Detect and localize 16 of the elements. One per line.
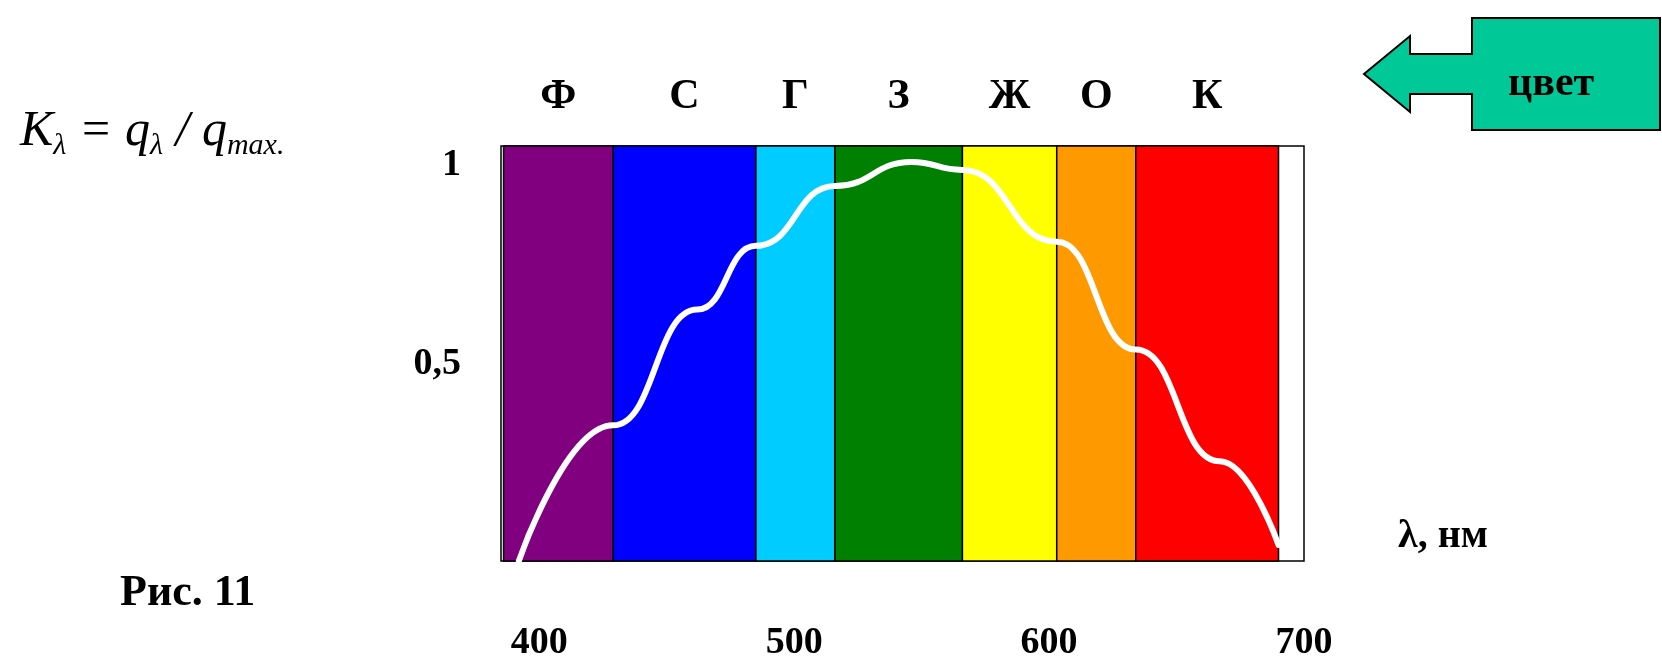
x-axis-title: λ, нм <box>1398 510 1488 556</box>
text: Рис. 11 <box>120 565 256 615</box>
y-tick-label: 0,5 <box>413 340 461 383</box>
x-tick-label: 700 <box>1275 619 1333 661</box>
band-label: С <box>669 71 700 118</box>
x-tick-label: 600 <box>1020 619 1078 661</box>
band-label: Г <box>782 71 809 118</box>
text: цвет <box>1508 57 1595 106</box>
band-label: Ф <box>540 71 577 118</box>
y-tick-label: 1 <box>442 140 461 183</box>
band-label: З <box>887 71 910 118</box>
band-label: К <box>1191 71 1223 118</box>
x-tick-label: 500 <box>765 619 823 661</box>
band-label: Ж <box>988 71 1031 118</box>
band-label: О <box>1079 71 1113 118</box>
x-tick-label: 400 <box>510 619 568 661</box>
